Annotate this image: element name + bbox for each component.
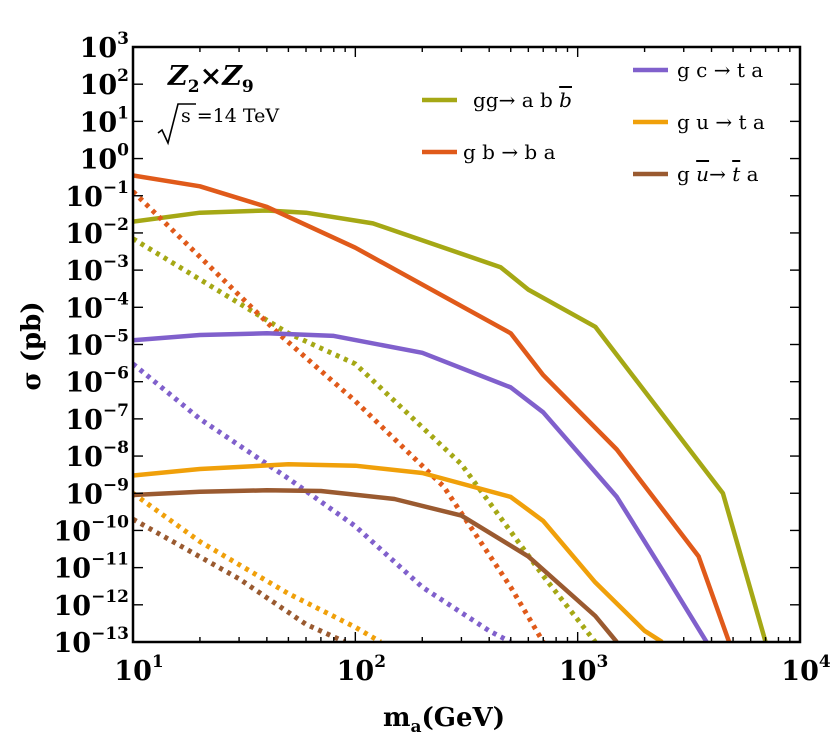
series-line-7 xyxy=(133,491,382,642)
x-axis-label: ma(GeV) xyxy=(383,703,505,737)
energy-label: s =14 TeV xyxy=(157,103,279,146)
series-line-1 xyxy=(133,236,598,642)
series-line-6 xyxy=(133,462,664,642)
y-tick-label: 10−1 xyxy=(65,178,129,213)
legend-label-guta: g u → t a xyxy=(677,110,765,134)
y-tick-label: 10−13 xyxy=(54,624,129,659)
y-tick-label: 10−12 xyxy=(54,587,129,622)
x-tick-label: 103 xyxy=(559,652,608,687)
legend-label-ggabb: gg→ a b b xyxy=(473,88,572,112)
energy-text: s =14 TeV xyxy=(181,105,279,127)
plot-frame xyxy=(131,45,802,644)
y-tick-label: 10−4 xyxy=(65,289,129,324)
labels-layer: 101 102 103 10410310210110010−110−210−310−4… xyxy=(54,29,830,687)
x-tick-label: 102 xyxy=(337,652,386,687)
y-tick-label: 10−5 xyxy=(65,327,129,362)
y-tick-label: 10−7 xyxy=(65,401,129,436)
y-axis-label: σ (pb) xyxy=(17,301,47,390)
y-tick-label: 10−11 xyxy=(54,550,129,585)
legend-label-gubar: g u→ t a xyxy=(677,162,759,186)
legend-label-gbba: g b → b a xyxy=(463,140,556,164)
series-line-8 xyxy=(133,488,619,642)
y-tick-label: 10−9 xyxy=(65,475,129,510)
legend-label-gcta: g c → t a xyxy=(677,58,763,82)
series-line-5 xyxy=(133,361,512,642)
y-tick-label: 101 xyxy=(80,103,129,138)
y-tick-label: 103 xyxy=(80,29,129,64)
y-tick-label: 102 xyxy=(80,66,129,101)
y-tick-label: 10−10 xyxy=(54,512,130,547)
legend: gg→ a b b g b → b a g c → t a g u → t a g u→… xyxy=(422,58,765,186)
series-line-4 xyxy=(133,331,709,642)
y-tick-label: 10−2 xyxy=(65,215,129,250)
sqrt-icon xyxy=(157,103,196,146)
series-layer xyxy=(133,173,768,642)
ticks-layer xyxy=(132,46,801,643)
x-tick-label: 104 xyxy=(781,652,830,687)
series-line-0 xyxy=(133,208,768,642)
series-line-9 xyxy=(133,517,347,642)
y-tick-label: 10−8 xyxy=(65,438,129,473)
y-tick-label: 100 xyxy=(80,141,130,176)
y-tick-label: 10−6 xyxy=(65,364,129,399)
series-line-3 xyxy=(133,189,546,642)
series-line-2 xyxy=(133,173,732,642)
y-tick-label: 10−3 xyxy=(65,252,129,287)
x-tick-label: 101 xyxy=(114,652,163,687)
chart-title: Z2×Z9 xyxy=(167,61,254,97)
